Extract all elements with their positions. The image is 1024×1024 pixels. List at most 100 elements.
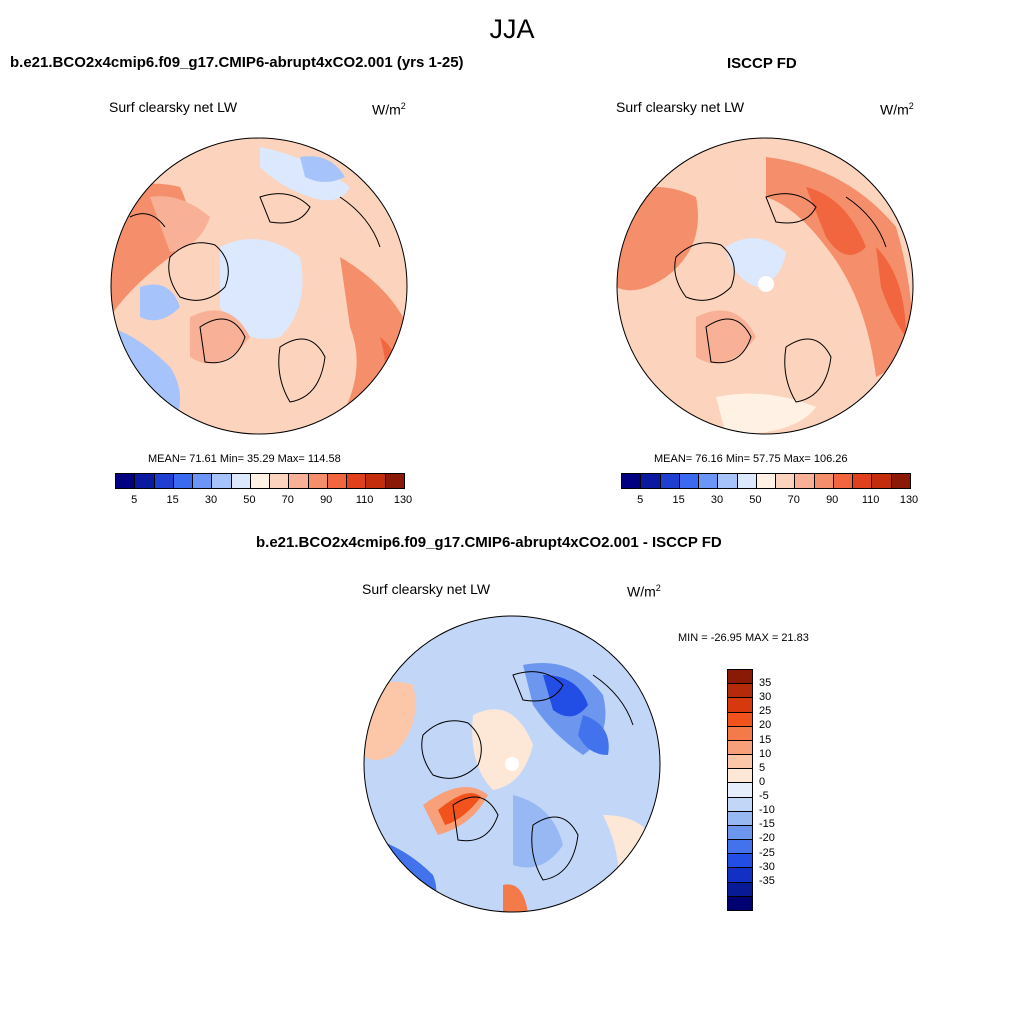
obs-units: W/m2 — [880, 101, 914, 118]
obs-colorbar-tick-label: 130 — [899, 494, 919, 506]
obs-pole-hole — [758, 276, 774, 292]
obs-colorbar-swatch — [737, 474, 757, 488]
figure-title: JJA — [489, 14, 535, 44]
diff-colorbar — [727, 669, 753, 911]
model-colorbar-tick-label: 110 — [355, 494, 374, 506]
diff-colorbar-swatch — [728, 811, 752, 826]
diff-colorbar-swatch — [728, 825, 752, 841]
diff-colorbar-tick-label: 15 — [759, 733, 772, 746]
obs-panel-title: ISCCP FD — [727, 55, 797, 72]
diff-colorbar-tick-label: 0 — [759, 775, 766, 788]
diff-colorbar-swatch — [728, 684, 752, 699]
obs-colorbar-swatch — [872, 474, 892, 488]
diff-colorbar-tick-label: 5 — [759, 761, 766, 774]
model-variable-label: Surf clearsky net LW — [109, 99, 238, 115]
model-stats: MEAN= 71.61 Min= 35.29 Max= 114.58 — [148, 453, 341, 465]
diff-units: W/m2 — [627, 583, 661, 600]
obs-polar-map — [616, 137, 914, 435]
model-colorbar-swatch — [212, 474, 232, 488]
obs-colorbar-swatch — [679, 474, 700, 488]
obs-colorbar-swatch — [641, 474, 661, 488]
model-colorbar-tick-label: 15 — [166, 494, 179, 506]
diff-panel-title: b.e21.BCO2x4cmip6.f09_g17.CMIP6-abrupt4x… — [256, 534, 722, 551]
diff-colorbar-tick-label: -25 — [759, 846, 775, 859]
model-colorbar-tick-label: 5 — [131, 494, 138, 506]
model-colorbar-tick-label: 130 — [393, 494, 413, 506]
model-colorbar-swatch — [308, 474, 328, 488]
model-colorbar-tick-label: 30 — [204, 494, 218, 506]
diff-colorbar-swatch — [728, 755, 752, 770]
model-polar-map — [110, 137, 408, 435]
diff-colorbar-tick-label: 25 — [759, 705, 772, 718]
model-colorbar-swatch — [366, 474, 386, 488]
model-colorbar-tick-label: 70 — [281, 494, 294, 506]
obs-stats: MEAN= 76.16 Min= 57.75 Max= 106.26 — [654, 453, 848, 465]
obs-colorbar-swatch — [718, 474, 738, 488]
diff-colorbar-tick-label: 35 — [759, 677, 772, 690]
diff-colorbar-swatch — [728, 840, 752, 855]
model-colorbar-tick-label: 50 — [243, 494, 256, 506]
model-colorbar — [115, 473, 405, 489]
diff-colorbar-tick-label: -10 — [759, 804, 775, 817]
diff-colorbar-swatch — [728, 670, 752, 685]
model-colorbar-swatch — [231, 474, 251, 488]
model-colorbar-swatch — [250, 474, 271, 488]
obs-colorbar-tick-label: 5 — [637, 494, 644, 506]
diff-colorbar-tick-label: 30 — [759, 691, 772, 704]
model-panel-title: b.e21.BCO2x4cmip6.f09_g17.CMIP6-abrupt4x… — [10, 54, 464, 71]
diff-colorbar-swatch — [728, 783, 752, 798]
diff-colorbar-tick-label: -30 — [759, 860, 775, 873]
model-colorbar-swatch — [173, 474, 194, 488]
diff-colorbar-swatch — [728, 726, 752, 741]
model-colorbar-swatch — [135, 474, 155, 488]
model-colorbar-swatch — [289, 474, 309, 488]
model-colorbar-swatch — [154, 474, 174, 488]
diff-colorbar-tick-label: -15 — [759, 818, 775, 831]
obs-colorbar-labels: 5 15 30 50 70 90 110 130 — [621, 494, 918, 508]
diff-colorbar-swatch — [728, 769, 752, 784]
diff-pole-hole — [505, 757, 519, 771]
model-colorbar-swatch — [270, 474, 290, 488]
obs-colorbar-swatch — [699, 474, 719, 488]
diff-colorbar-tick-label: -35 — [759, 874, 775, 887]
obs-colorbar-swatch — [660, 474, 680, 488]
diff-colorbar-tick-label: -5 — [759, 790, 769, 803]
diff-colorbar-labels: 35 30 25 20 15 10 5 0 -5 -10 -15 -20 -25 -30 -35 — [759, 669, 799, 909]
diff-colorbar-tick-label: -20 — [759, 832, 775, 845]
diff-colorbar-swatch — [728, 896, 752, 910]
obs-colorbar-tick-label: 15 — [672, 494, 685, 506]
obs-colorbar-swatch — [756, 474, 777, 488]
diff-stats: MIN = -26.95 MAX = 21.83 — [678, 632, 809, 644]
model-colorbar-swatch — [327, 474, 348, 488]
obs-colorbar-swatch — [795, 474, 815, 488]
diff-colorbar-swatch — [728, 740, 752, 756]
diff-colorbar-swatch — [728, 882, 752, 897]
diff-polar-map — [363, 615, 661, 913]
diff-colorbar-swatch — [728, 698, 752, 713]
model-colorbar-tick-label: 90 — [320, 494, 333, 506]
obs-colorbar-swatch — [891, 474, 910, 488]
diff-variable-label: Surf clearsky net LW — [362, 581, 491, 597]
model-colorbar-swatch — [116, 474, 136, 488]
obs-colorbar-swatch — [776, 474, 796, 488]
diff-colorbar-swatch — [728, 854, 752, 869]
obs-variable-label: Surf clearsky net LW — [616, 99, 745, 115]
model-colorbar-swatch — [385, 474, 404, 488]
diff-colorbar-tick-label: 10 — [759, 747, 772, 760]
obs-colorbar-swatch — [622, 474, 642, 488]
diff-colorbar-swatch — [728, 797, 752, 812]
obs-colorbar-tick-label: 50 — [749, 494, 762, 506]
obs-colorbar — [621, 473, 911, 489]
diff-colorbar-swatch — [728, 868, 752, 883]
obs-colorbar-tick-label: 70 — [787, 494, 800, 506]
model-colorbar-swatch — [193, 474, 213, 488]
model-colorbar-swatch — [347, 474, 367, 488]
obs-colorbar-swatch — [853, 474, 873, 488]
diff-colorbar-swatch — [728, 712, 752, 727]
obs-colorbar-tick-label: 110 — [861, 494, 880, 506]
obs-colorbar-swatch — [833, 474, 854, 488]
obs-colorbar-tick-label: 90 — [826, 494, 839, 506]
model-units: W/m2 — [372, 101, 406, 118]
model-colorbar-labels: 5 15 30 50 70 90 110 130 — [115, 494, 412, 508]
obs-colorbar-tick-label: 30 — [710, 494, 724, 506]
